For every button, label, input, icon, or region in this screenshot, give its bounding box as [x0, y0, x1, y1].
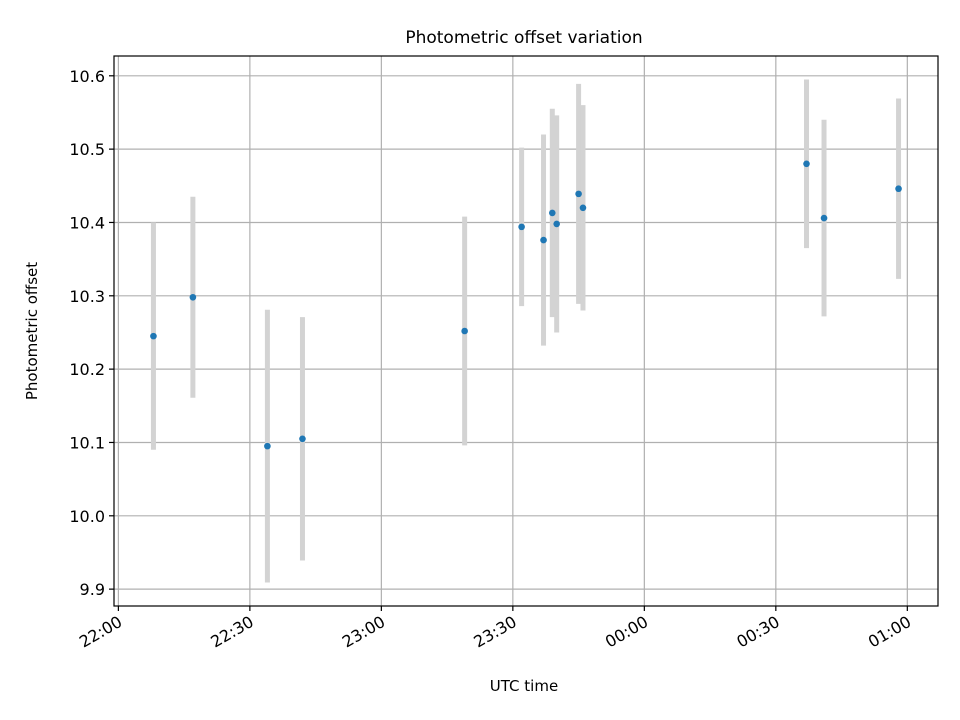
data-point	[461, 327, 468, 335]
data-points	[150, 160, 902, 450]
data-point	[820, 214, 828, 222]
y-tick-label: 10.5	[69, 140, 105, 159]
data-point	[518, 223, 525, 231]
data-point	[540, 236, 547, 244]
x-axis-label: UTC time	[490, 677, 558, 695]
gridlines	[114, 56, 938, 606]
x-tick-label: 23:00	[339, 612, 388, 652]
data-point	[299, 435, 306, 443]
x-tick-label: 00:30	[733, 612, 782, 652]
x-tick-label: 22:00	[76, 612, 125, 652]
data-point	[548, 209, 556, 217]
x-tick-label: 23:30	[470, 612, 519, 652]
x-tick-label: 00:00	[602, 612, 651, 652]
y-axis-label: Photometric offset	[23, 262, 41, 400]
x-axis: 22:00 22:30 23:00 23:30 00:00 00:30 01:00	[76, 606, 914, 652]
data-point	[264, 442, 271, 450]
chart-title: Photometric offset variation	[405, 28, 642, 48]
y-tick-label: 9.9	[80, 580, 105, 599]
y-tick-label: 10.0	[69, 507, 105, 526]
data-point	[579, 204, 587, 212]
data-point	[553, 220, 560, 228]
y-tick-label: 10.6	[69, 67, 105, 86]
data-point	[575, 190, 582, 198]
data-point	[150, 332, 157, 340]
y-axis: 9.9 10.0 10.1 10.2 10.3 10.4 10.5 10.6	[69, 67, 114, 599]
y-tick-label: 10.4	[69, 213, 105, 232]
y-tick-label: 10.2	[69, 360, 105, 379]
x-tick-label: 22:30	[207, 612, 256, 652]
data-point	[895, 185, 902, 193]
y-tick-label: 10.1	[69, 433, 105, 452]
data-point	[189, 293, 197, 301]
plot-frame	[113, 55, 939, 607]
data-point	[803, 160, 810, 168]
error-bars	[150, 79, 902, 583]
x-tick-label: 01:00	[865, 612, 914, 652]
y-tick-label: 10.3	[69, 287, 105, 306]
